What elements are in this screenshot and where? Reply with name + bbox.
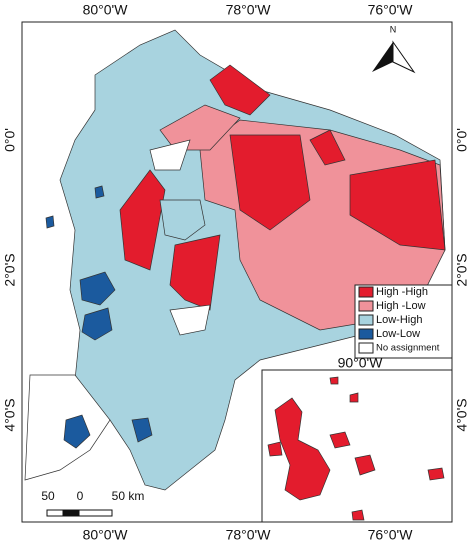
island [267,441,283,457]
region [119,169,166,271]
region [229,134,311,231]
left-label: 4°0'S [2,398,18,431]
north-arrow: N [372,24,416,74]
coordinate-labels: 80°0'W 78°0'W 76°0'W 80°0'W 78°0'W 76°0'W 0°0'… [2,2,470,543]
region [169,304,211,336]
island [427,467,445,481]
legend: High -High High -Low Low-High Low-Low No ass… [354,284,453,359]
bottom-label: 76°0'W [368,527,414,543]
top-label: 78°0'W [226,2,272,18]
island [351,509,365,521]
north-label: N [390,24,397,34]
legend-swatch [358,286,374,298]
country [24,29,446,491]
region [63,414,91,449]
scale-label: 50 km [112,489,145,503]
legend-label: High -Low [376,300,426,312]
region [159,199,206,241]
scale-bar: 50 0 50 km [41,489,145,517]
island [274,397,331,501]
region [169,234,221,311]
region [209,64,271,116]
region [94,185,105,199]
region [349,159,446,251]
legend-swatch [358,300,374,312]
region [149,139,191,171]
island [349,392,359,403]
top-label: 76°0'W [368,2,414,18]
right-label: 0°0' [454,128,470,152]
legend-swatch [358,342,374,354]
scale-label: 50 [41,489,55,503]
right-label: 2°0'S [454,253,470,286]
right-label: 4°0'S [454,398,470,431]
region [45,215,55,229]
inset: 90°0'W [261,355,453,523]
region [131,417,153,443]
region [79,271,116,306]
island [329,376,339,385]
bottom-label: 80°0'W [83,527,129,543]
legend-label: No assignment [376,343,440,354]
legend-label: High -High [376,286,428,298]
region [81,307,113,341]
island [329,431,351,449]
legend-label: Low-High [376,314,422,326]
bottom-label: 78°0'W [226,527,272,543]
scale-label: 0 [77,489,84,503]
legend-swatch [358,314,374,326]
island [354,454,376,476]
region [309,129,346,166]
legend-swatch [358,328,374,340]
legend-label: Low-Low [376,328,420,340]
top-label: 80°0'W [83,2,129,18]
left-label: 2°0'S [2,253,18,286]
inset-label: 90°0'W [338,355,384,371]
left-label: 0°0' [2,128,18,152]
